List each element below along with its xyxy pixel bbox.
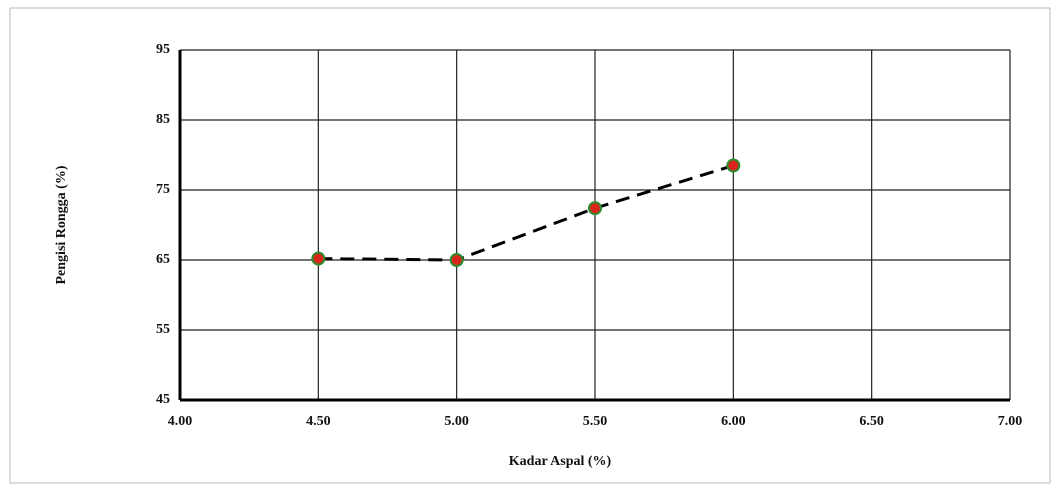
y-tick-label: 75 bbox=[156, 182, 170, 197]
data-point bbox=[589, 202, 601, 214]
x-tick-label: 4.00 bbox=[168, 414, 193, 429]
x-tick-label: 6.50 bbox=[859, 414, 884, 429]
y-axis-label: Pengisi Rongga (%) bbox=[54, 165, 69, 284]
data-point bbox=[451, 254, 463, 266]
chart: Kadar Aspal (%) Pengisi Rongga (%) 45 55 6… bbox=[0, 0, 1057, 489]
x-tick-label: 7.00 bbox=[998, 414, 1023, 429]
x-axis-label: Kadar Aspal (%) bbox=[509, 454, 612, 469]
y-tick-label: 55 bbox=[156, 322, 170, 337]
x-tick-label: 6.00 bbox=[721, 414, 746, 429]
y-tick-label: 65 bbox=[156, 252, 170, 267]
chart-frame bbox=[10, 8, 1050, 483]
data-point bbox=[727, 160, 739, 172]
y-tick-label: 85 bbox=[156, 112, 170, 127]
x-tick-label: 5.50 bbox=[583, 414, 608, 429]
x-tick-label: 4.50 bbox=[306, 414, 331, 429]
x-tick-label: 5.00 bbox=[444, 414, 469, 429]
y-tick-label: 45 bbox=[156, 392, 170, 407]
data-point bbox=[312, 253, 324, 265]
y-tick-label: 95 bbox=[156, 42, 170, 57]
